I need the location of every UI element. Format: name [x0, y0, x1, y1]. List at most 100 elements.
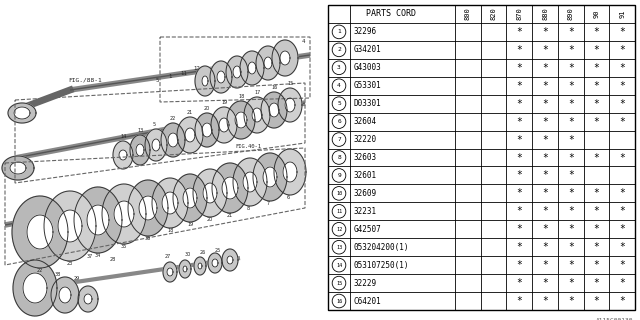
- Polygon shape: [263, 167, 277, 187]
- Text: 14: 14: [336, 263, 342, 268]
- Polygon shape: [161, 123, 185, 157]
- Text: 12: 12: [336, 227, 342, 232]
- Text: 18: 18: [238, 94, 244, 99]
- Text: *: *: [593, 224, 600, 234]
- Text: 38: 38: [55, 272, 61, 277]
- Polygon shape: [217, 71, 225, 83]
- Text: 32296: 32296: [354, 28, 377, 36]
- Text: *: *: [620, 242, 625, 252]
- Text: 22: 22: [37, 268, 44, 273]
- Polygon shape: [23, 273, 47, 303]
- Polygon shape: [227, 101, 255, 139]
- Text: 870: 870: [516, 8, 522, 20]
- Polygon shape: [113, 141, 133, 169]
- Text: *: *: [542, 296, 548, 306]
- Polygon shape: [248, 62, 256, 74]
- Text: 32609: 32609: [354, 189, 377, 198]
- Polygon shape: [10, 162, 26, 174]
- Polygon shape: [195, 113, 219, 147]
- Text: *: *: [516, 153, 522, 163]
- Text: 20: 20: [207, 217, 213, 222]
- Text: *: *: [542, 45, 548, 55]
- Polygon shape: [252, 108, 262, 122]
- Polygon shape: [212, 259, 218, 267]
- Polygon shape: [2, 156, 34, 180]
- Text: 7: 7: [267, 201, 270, 206]
- Text: *: *: [568, 81, 573, 91]
- Text: 820: 820: [491, 8, 497, 20]
- Text: *: *: [516, 278, 522, 288]
- Text: 21: 21: [227, 213, 233, 218]
- Text: *: *: [620, 99, 625, 109]
- Polygon shape: [44, 191, 96, 261]
- Text: 053107250(1): 053107250(1): [354, 261, 410, 270]
- Text: *: *: [593, 153, 600, 163]
- Text: *: *: [516, 206, 522, 216]
- Text: 11: 11: [180, 71, 187, 76]
- Text: 9: 9: [225, 64, 228, 69]
- Polygon shape: [51, 277, 79, 313]
- Polygon shape: [152, 139, 160, 151]
- Text: 26: 26: [200, 250, 206, 255]
- Text: *: *: [542, 242, 548, 252]
- Polygon shape: [152, 178, 188, 228]
- Text: *: *: [620, 63, 625, 73]
- Polygon shape: [244, 97, 270, 133]
- Polygon shape: [198, 263, 202, 269]
- Polygon shape: [183, 188, 197, 208]
- Text: 22: 22: [170, 116, 176, 121]
- Polygon shape: [264, 57, 272, 69]
- Polygon shape: [177, 117, 203, 153]
- Text: *: *: [516, 242, 522, 252]
- Polygon shape: [102, 184, 146, 244]
- Text: 5: 5: [153, 122, 156, 127]
- Text: 90: 90: [593, 10, 600, 18]
- Polygon shape: [114, 201, 134, 227]
- Text: 1: 1: [168, 74, 172, 79]
- Text: 21: 21: [187, 110, 193, 115]
- Text: *: *: [542, 153, 548, 163]
- Text: G53301: G53301: [354, 81, 381, 90]
- Text: 30: 30: [185, 252, 191, 257]
- Polygon shape: [243, 172, 257, 192]
- Text: *: *: [542, 99, 548, 109]
- Text: 37: 37: [87, 254, 93, 259]
- Polygon shape: [226, 56, 248, 88]
- Polygon shape: [173, 174, 207, 222]
- Polygon shape: [261, 92, 287, 128]
- Text: *: *: [542, 81, 548, 91]
- Text: *: *: [542, 171, 548, 180]
- Text: 32601: 32601: [354, 171, 377, 180]
- Polygon shape: [12, 196, 68, 268]
- Text: *: *: [516, 134, 522, 145]
- Text: *: *: [568, 45, 573, 55]
- Text: *: *: [516, 188, 522, 198]
- Text: G42507: G42507: [354, 225, 381, 234]
- Text: 5: 5: [337, 101, 341, 106]
- Text: G34201: G34201: [354, 45, 381, 54]
- Text: *: *: [516, 45, 522, 55]
- Polygon shape: [274, 149, 306, 195]
- Polygon shape: [179, 260, 191, 278]
- Text: *: *: [542, 116, 548, 127]
- Polygon shape: [203, 183, 217, 203]
- Text: 32604: 32604: [354, 117, 377, 126]
- Polygon shape: [84, 294, 92, 304]
- Text: 3: 3: [337, 65, 341, 70]
- Text: *: *: [568, 153, 573, 163]
- Text: 11: 11: [336, 209, 342, 214]
- Text: *: *: [593, 296, 600, 306]
- Text: 13: 13: [336, 245, 342, 250]
- Text: 20: 20: [204, 106, 211, 111]
- Text: 18: 18: [167, 228, 173, 233]
- Polygon shape: [162, 192, 178, 214]
- Text: *: *: [593, 63, 600, 73]
- Text: *: *: [516, 224, 522, 234]
- Text: *: *: [568, 188, 573, 198]
- Polygon shape: [168, 133, 178, 147]
- Polygon shape: [212, 163, 248, 213]
- Text: A115C00130: A115C00130: [595, 318, 633, 320]
- Text: 880: 880: [542, 8, 548, 20]
- Polygon shape: [222, 249, 238, 271]
- Polygon shape: [194, 257, 206, 275]
